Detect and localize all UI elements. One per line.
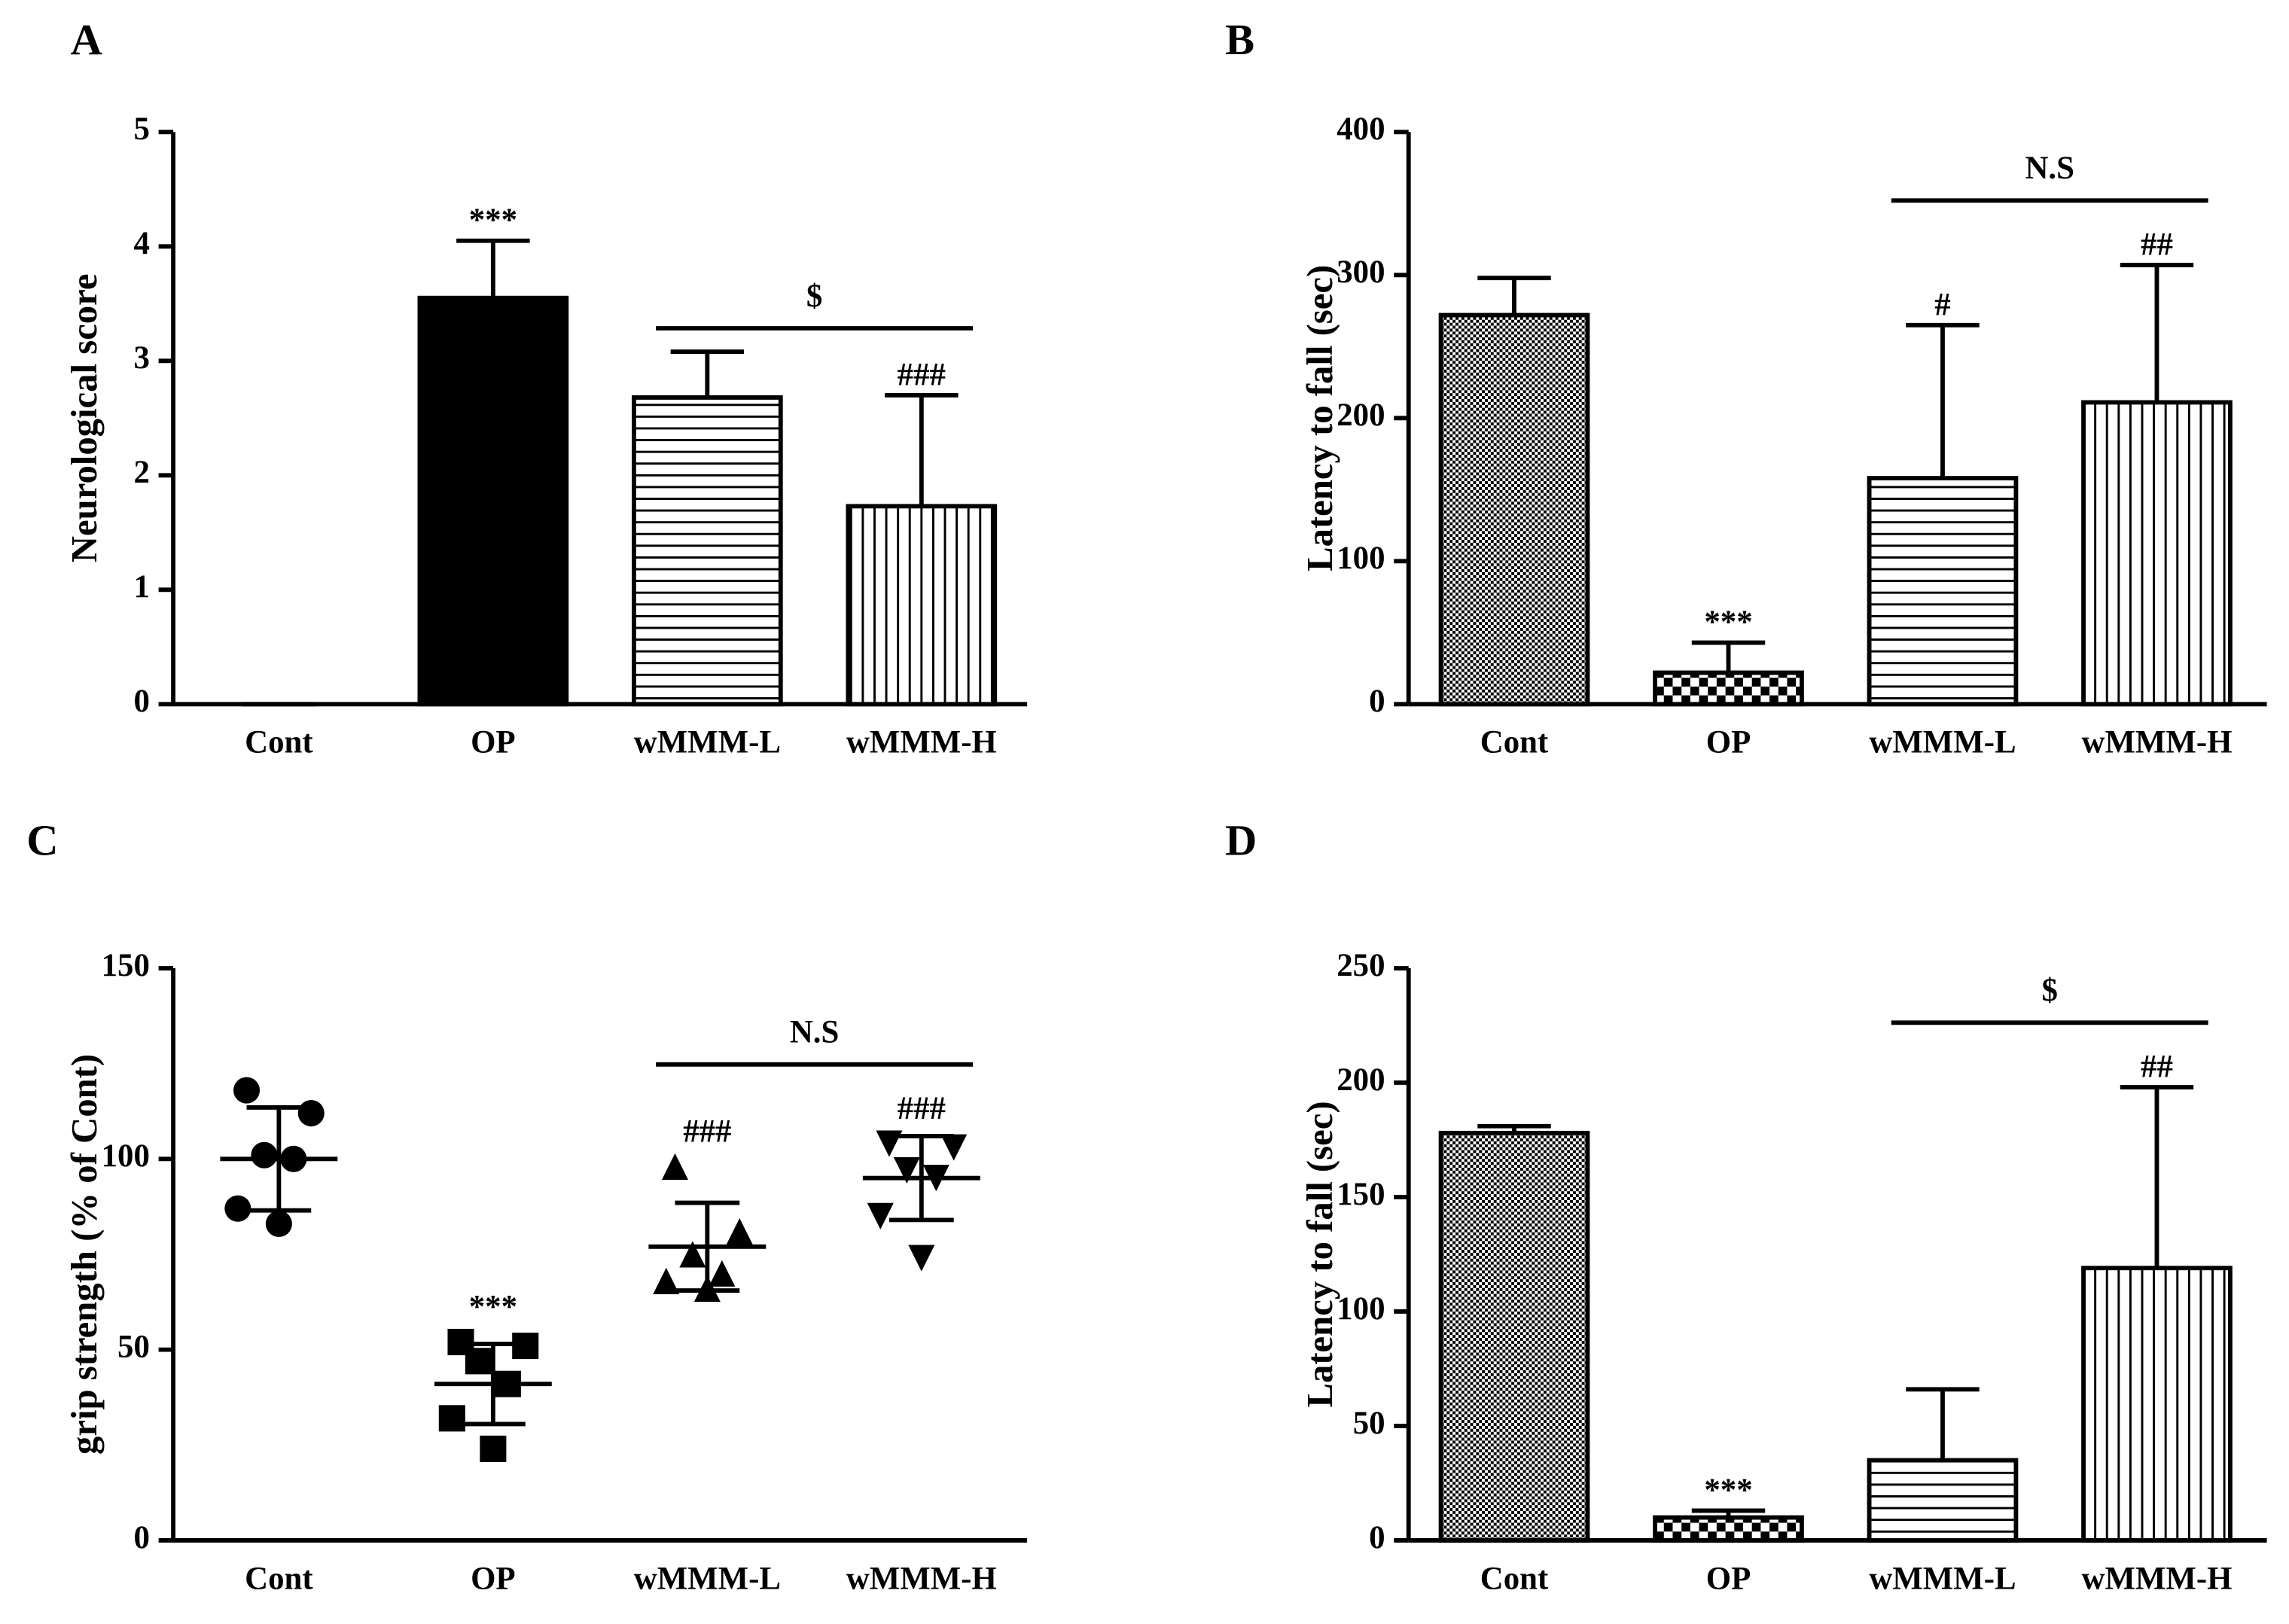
bracket-label: N.S <box>790 1015 840 1050</box>
data-point <box>251 1141 278 1168</box>
y-axis-label: Latency to fall (sec) <box>1300 1101 1340 1407</box>
panel-label: D <box>1225 816 1257 865</box>
data-point <box>480 1435 507 1462</box>
x-tick-label: OP <box>1706 1561 1751 1596</box>
bar <box>2081 400 2233 707</box>
significance-label: # <box>1934 287 1950 322</box>
x-tick-label: wMMM-H <box>846 1561 997 1596</box>
y-tick-label: 100 <box>1337 541 1385 576</box>
bracket-label: N.S <box>2025 151 2074 186</box>
y-tick-label: 200 <box>1337 1062 1385 1098</box>
y-tick-label: 250 <box>1337 948 1385 983</box>
panel-label: B <box>1225 15 1254 64</box>
y-tick-label: 100 <box>1337 1291 1385 1327</box>
bracket-label: $ <box>806 279 822 314</box>
data-point <box>265 1210 292 1237</box>
significance-label: ## <box>2141 1050 2173 1085</box>
y-tick-label: 150 <box>1337 1177 1385 1212</box>
x-tick-label: Cont <box>1480 1561 1549 1596</box>
bar <box>2081 1266 2233 1543</box>
y-tick-label: 0 <box>1369 684 1385 719</box>
data-point <box>908 1245 935 1272</box>
y-tick-label: 0 <box>133 684 149 719</box>
y-tick-label: 1 <box>133 569 149 605</box>
x-tick-label: OP <box>471 725 516 760</box>
x-tick-label: wMMM-L <box>1869 1561 2016 1596</box>
y-tick-label: 0 <box>1369 1520 1385 1555</box>
data-point <box>726 1218 753 1245</box>
significance-label: *** <box>1704 605 1752 640</box>
y-tick-label: 0 <box>133 1520 149 1555</box>
bar <box>1653 670 1804 707</box>
y-tick-label: 2 <box>133 455 149 490</box>
data-point <box>465 1348 492 1375</box>
y-tick-label: 100 <box>102 1138 150 1174</box>
x-tick-label: wMMM-H <box>846 725 997 760</box>
x-tick-label: wMMM-L <box>634 1561 781 1596</box>
y-tick-label: 3 <box>133 340 149 376</box>
x-tick-label: Cont <box>245 725 313 760</box>
panel-label: C <box>26 816 58 865</box>
y-tick-label: 4 <box>133 226 149 261</box>
significance-label: ## <box>2141 227 2173 263</box>
x-tick-label: wMMM-H <box>2082 725 2233 760</box>
data-point <box>438 1405 465 1432</box>
data-point <box>940 1134 968 1161</box>
bar <box>1438 312 1590 707</box>
x-tick-label: Cont <box>1480 725 1549 760</box>
y-tick-label: 300 <box>1337 254 1385 290</box>
y-tick-label: 50 <box>1353 1406 1385 1441</box>
y-tick-label: 150 <box>102 948 150 983</box>
data-point <box>893 1156 920 1184</box>
y-axis-label: grip strength (% of Cont) <box>64 1054 105 1455</box>
significance-label: ### <box>898 1091 946 1126</box>
y-tick-label: 50 <box>117 1329 150 1364</box>
x-tick-label: OP <box>1706 725 1751 760</box>
bar <box>1867 1458 2019 1543</box>
bar <box>631 395 783 707</box>
bar <box>1438 1130 1590 1543</box>
x-tick-label: wMMM-L <box>1869 725 2016 760</box>
y-axis-label: Neurological score <box>64 273 105 562</box>
data-point <box>867 1202 894 1229</box>
x-tick-label: wMMM-H <box>2082 1561 2233 1596</box>
significance-label: ### <box>898 357 946 392</box>
bar <box>417 295 569 707</box>
y-tick-label: 5 <box>133 111 149 147</box>
data-point <box>233 1077 261 1104</box>
y-axis-label: Latency to fall (sec) <box>1300 265 1340 571</box>
y-tick-label: 200 <box>1337 398 1385 433</box>
data-point <box>653 1267 680 1294</box>
data-point <box>661 1153 689 1180</box>
bar <box>846 504 998 707</box>
x-tick-label: Cont <box>245 1561 313 1596</box>
bracket-label: $ <box>2042 973 2058 1008</box>
significance-label: *** <box>1704 1473 1752 1508</box>
significance-label: *** <box>469 1289 517 1324</box>
y-tick-label: 400 <box>1337 111 1385 147</box>
bar <box>1653 1515 1804 1543</box>
data-point <box>679 1241 706 1268</box>
x-tick-label: OP <box>471 1561 516 1596</box>
significance-label: ### <box>683 1114 731 1149</box>
data-point <box>224 1195 251 1222</box>
panel-label: A <box>71 15 102 64</box>
data-point <box>709 1260 736 1287</box>
significance-label: *** <box>469 203 517 238</box>
x-tick-label: wMMM-L <box>634 725 781 760</box>
bar <box>1867 476 2019 707</box>
data-point <box>297 1099 325 1127</box>
